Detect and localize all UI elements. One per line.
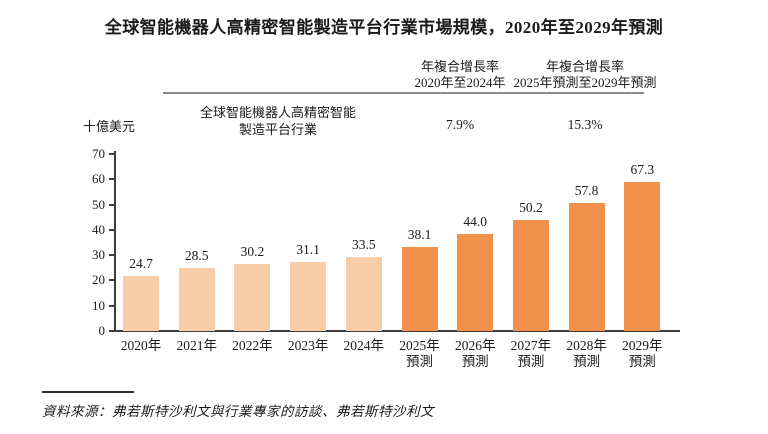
y-axis-tick [109, 178, 114, 181]
x-axis-label-line: 2028年 [566, 338, 607, 353]
y-axis-tick-label: 70 [92, 146, 105, 161]
bar-value-label: 38.1 [407, 226, 432, 242]
x-axis-label-line: 2029年 [622, 338, 663, 353]
y-axis-tick [109, 203, 114, 206]
x-axis-label-line: 2026年 [454, 338, 496, 353]
x-axis-line [114, 330, 680, 332]
cagr-header-line2: 2020年至2024年 [414, 75, 506, 90]
x-axis-label: 2024年 [329, 338, 399, 354]
cagr-header-line2: 2025年預測至2029年預測 [513, 75, 657, 90]
x-axis-label-line: 2023年 [287, 338, 329, 353]
x-axis-label: 2028年 預測 [552, 338, 622, 370]
x-axis-label-line: 預測 [517, 354, 545, 369]
x-axis-label: 2025年 預測 [385, 338, 455, 370]
bar-value-label: 31.1 [296, 242, 320, 258]
y-axis-tick-label: 0 [98, 323, 106, 338]
bar [234, 264, 271, 331]
x-axis-label-line: 預測 [461, 354, 489, 369]
x-axis-label-line: 2022年 [232, 338, 273, 353]
y-axis-tick-label: 60 [92, 171, 105, 187]
bar [624, 182, 661, 331]
bar [457, 233, 494, 331]
cagr-header-2025-2029: 年複合增長率 2025年預測至2029年預測 [500, 59, 670, 91]
header-divider-rule [163, 92, 644, 94]
x-axis-label: 2026年 預測 [440, 338, 510, 370]
bar-value-label: 24.7 [129, 256, 153, 272]
y-axis-line [114, 151, 116, 332]
bar-value-label: 57.8 [574, 183, 599, 199]
x-axis-label: 2022年 [217, 338, 287, 354]
cagr-value-2025-2029: 15.3% [567, 117, 603, 132]
bar-value-label: 30.2 [240, 244, 265, 260]
x-axis-label-line: 2027年 [510, 338, 552, 353]
x-axis-label-line: 2021年 [176, 338, 217, 353]
bar [345, 256, 382, 331]
bar [512, 219, 549, 331]
x-axis-label-line: 預測 [573, 354, 601, 369]
x-axis-label-line: 預測 [628, 354, 656, 369]
bar-value-label: 44.0 [463, 213, 487, 229]
x-axis-label: 2021年 [162, 338, 232, 354]
x-axis-label: 2027年 預測 [496, 338, 566, 370]
y-axis-unit-label: 十億美元 [83, 119, 136, 134]
bar-value-label: 28.5 [184, 247, 209, 263]
y-axis-tick-label: 20 [92, 272, 105, 288]
bar [123, 276, 159, 331]
x-axis-label-line: 2025年 [399, 338, 440, 353]
y-axis-tick-label: 10 [92, 297, 105, 313]
bar [290, 262, 327, 331]
y-axis-tick [109, 330, 114, 332]
y-axis-tick [109, 279, 114, 282]
y-axis-tick-label: 40 [92, 221, 105, 237]
y-axis-tick [109, 228, 114, 231]
chart-title: 全球智能機器人高精密智能製造平台行業市場規模，2020年至2029年預測 [104, 18, 664, 37]
cagr-header-line1: 年複合增長率 [545, 59, 624, 74]
bar-value-label: 33.5 [351, 236, 376, 252]
x-axis-label: 2020年 [106, 338, 176, 354]
series-label-line1: 全球智能機器人高精密智能 [199, 105, 356, 120]
bar [401, 246, 438, 331]
y-axis-tick-label: 30 [92, 247, 105, 263]
x-axis-label: 2029年 預測 [607, 338, 677, 370]
series-label: 全球智能機器人高精密智能 製造平台行業 [163, 104, 393, 138]
series-label-line2: 製造平台行業 [238, 122, 317, 137]
cagr-header-2020-2024: 年複合增長率 2020年至2024年 [380, 59, 540, 91]
bar-value-label: 50.2 [519, 199, 543, 215]
cagr-value-2020-2024: 7.9% [445, 117, 475, 132]
y-axis-tick-label: 50 [92, 196, 105, 212]
source-note: 資料來源：弗若斯特沙利文與行業專家的訪談、弗若斯特沙利文 [42, 404, 434, 419]
bar [178, 267, 215, 331]
cagr-header-line1: 年複合增長率 [420, 59, 499, 74]
x-axis-label-line: 預測 [406, 354, 433, 369]
bar-value-label: 67.3 [630, 162, 655, 178]
x-axis-label: 2023年 [273, 338, 343, 354]
bar [568, 203, 605, 331]
x-axis-label-line: 2020年 [120, 338, 162, 353]
y-axis-tick [109, 254, 114, 257]
y-axis-tick [109, 153, 114, 155]
y-axis-tick [109, 304, 114, 307]
x-axis-label-line: 2024年 [343, 338, 385, 353]
source-divider-rule [42, 391, 134, 393]
